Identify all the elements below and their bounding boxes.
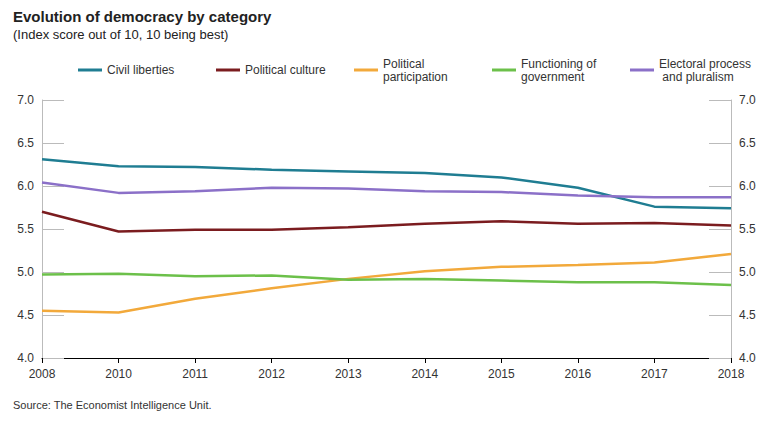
svg-text:Civil liberties: Civil liberties [107, 63, 174, 77]
svg-text:2008: 2008 [29, 367, 56, 381]
svg-text:6.5: 6.5 [739, 136, 756, 150]
svg-text:7.0: 7.0 [17, 93, 34, 107]
svg-text:and pluralism: and pluralism [659, 70, 734, 84]
svg-text:2013: 2013 [335, 367, 362, 381]
svg-text:5.5: 5.5 [17, 222, 34, 236]
svg-text:participation: participation [383, 70, 448, 84]
svg-text:(Index score out of 10, 10 bei: (Index score out of 10, 10 being best) [13, 27, 228, 42]
svg-text:2017: 2017 [641, 367, 668, 381]
svg-text:2016: 2016 [565, 367, 592, 381]
svg-text:Source: The Economist Intellig: Source: The Economist Intelligence Unit. [13, 399, 212, 411]
svg-text:2015: 2015 [488, 367, 515, 381]
svg-text:2018: 2018 [718, 367, 745, 381]
svg-text:6.5: 6.5 [17, 136, 34, 150]
svg-text:Political: Political [383, 57, 428, 71]
svg-text:Evolution of democracy by cate: Evolution of democracy by category [13, 8, 272, 25]
svg-text:4.0: 4.0 [739, 351, 756, 365]
svg-text:2010: 2010 [105, 367, 132, 381]
svg-text:government: government [521, 70, 585, 84]
svg-text:4.0: 4.0 [17, 351, 34, 365]
svg-text:5.5: 5.5 [739, 222, 756, 236]
svg-text:2014: 2014 [411, 367, 438, 381]
svg-text:2011: 2011 [182, 367, 208, 381]
svg-text:4.5: 4.5 [17, 308, 34, 322]
svg-text:4.5: 4.5 [739, 308, 756, 322]
svg-text:Functioning of: Functioning of [521, 57, 600, 71]
svg-text:Political culture: Political culture [245, 63, 326, 77]
svg-text:6.0: 6.0 [17, 179, 34, 193]
svg-text:2012: 2012 [258, 367, 285, 381]
svg-text:Electoral process: Electoral process [659, 57, 751, 71]
svg-text:6.0: 6.0 [739, 179, 756, 193]
svg-text:7.0: 7.0 [739, 93, 756, 107]
svg-text:5.0: 5.0 [739, 265, 756, 279]
svg-text:5.0: 5.0 [17, 265, 34, 279]
